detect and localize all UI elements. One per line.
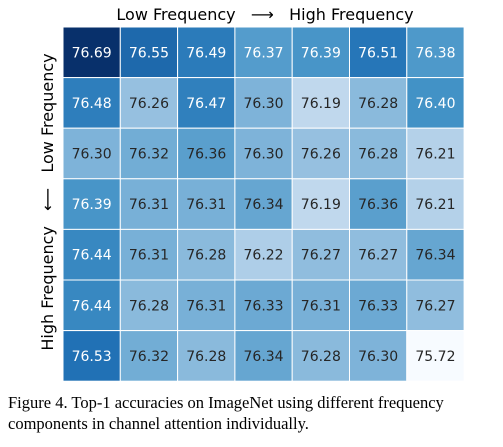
x-axis-label: Low Frequency ⟶ High Frequency: [116, 5, 413, 24]
figure-caption: Figure 4. Top-1 accuracies on ImageNet u…: [8, 393, 444, 433]
cell-value-label: 76.69: [72, 45, 112, 61]
cell-value-label: 76.21: [415, 147, 455, 163]
heatmap-cell: [234, 178, 293, 230]
heatmap-cell: [119, 178, 179, 230]
cell-value-label: 76.28: [186, 349, 226, 365]
heatmap-cell: [406, 127, 465, 180]
cell-value-label: 76.40: [415, 96, 455, 112]
heatmap-cell: [62, 228, 121, 281]
y-axis-label: High Frequency ⟵ Low Frequency: [38, 53, 57, 350]
cell-value-label: 76.28: [186, 248, 226, 264]
cell-value-label: 76.30: [72, 147, 112, 163]
cell-value-label: 76.19: [301, 96, 341, 112]
heatmap-cell: [177, 77, 236, 129]
heatmap-cell: [349, 26, 408, 79]
heatmap-cell: [406, 330, 465, 382]
heatmap-cell: [406, 178, 465, 230]
cell-value-label: 76.49: [186, 45, 226, 61]
cell-value-label: 76.31: [301, 298, 341, 314]
heatmap-cell: [119, 279, 179, 332]
cell-value-label: 76.30: [244, 96, 284, 112]
cell-value-label: 76.28: [358, 147, 398, 163]
cell-value-label: 76.26: [301, 147, 341, 163]
cell-value-label: 76.27: [415, 298, 455, 314]
cell-value-label: 76.34: [244, 197, 284, 213]
cell-value-label: 76.28: [358, 96, 398, 112]
heatmap-cell: [177, 127, 236, 180]
cell-value-label: 76.31: [129, 197, 169, 213]
heatmap-cell: [62, 178, 121, 230]
cell-value-label: 76.34: [244, 349, 284, 365]
cell-value-label: 76.44: [72, 248, 112, 264]
cell-value-label: 76.32: [129, 147, 169, 163]
cell-value-label: 76.28: [301, 349, 341, 365]
cell-value-label: 76.48: [72, 96, 112, 112]
cell-value-label: 76.33: [244, 298, 284, 314]
heatmap-cell: [291, 330, 351, 382]
cell-value-label: 76.31: [186, 197, 226, 213]
cell-value-label: 76.51: [358, 45, 398, 61]
heatmap-chart: Low Frequency ⟶ High Frequency High Freq…: [38, 5, 465, 382]
cell-value-label: 76.27: [358, 248, 398, 264]
heatmap-cell: [62, 26, 121, 79]
cell-value-label: 76.53: [72, 349, 112, 365]
heatmap-cell: [177, 330, 236, 382]
cell-value-label: 76.33: [358, 298, 398, 314]
cell-value-label: 76.32: [129, 349, 169, 365]
cell-value-label: 76.31: [129, 248, 169, 264]
cell-value-label: 76.44: [72, 298, 112, 314]
cell-value-label: 76.39: [301, 45, 341, 61]
heatmap-cell: [349, 330, 408, 382]
heatmap-cell: [234, 279, 293, 332]
cell-value-label: 76.34: [415, 248, 455, 264]
heatmap-value-labels: 76.69 76.55 76.49 76.37 76.39 76.51 76.38 76.48…: [72, 45, 456, 365]
heatmap-cell: [119, 26, 179, 79]
cell-value-label: 76.37: [244, 45, 284, 61]
heatmap-cell: [291, 77, 351, 129]
cell-value-label: 76.39: [72, 197, 112, 213]
heatmap-cell: [119, 127, 179, 180]
heatmap-cell: [62, 77, 121, 129]
heatmap-cell: [177, 228, 236, 281]
heatmap-cell: [349, 127, 408, 180]
heatmap-cells: [62, 26, 465, 382]
cell-value-label: 76.19: [301, 197, 341, 213]
cell-value-label: 76.31: [186, 298, 226, 314]
cell-value-label: 76.27: [301, 248, 341, 264]
cell-value-label: 76.22: [244, 248, 284, 264]
cell-value-label: 76.38: [415, 45, 455, 61]
cell-value-label: 76.36: [358, 197, 398, 213]
cell-value-label: 76.21: [415, 197, 455, 213]
heatmap-cell: [234, 127, 293, 180]
heatmap-cell: [234, 330, 293, 382]
cell-value-label: 76.47: [186, 96, 226, 112]
cell-value-label: 76.36: [186, 147, 226, 163]
heatmap-cell: [406, 279, 465, 332]
cell-value-label: 75.72: [415, 349, 455, 365]
cell-value-label: 76.30: [244, 147, 284, 163]
cell-value-label: 76.30: [358, 349, 398, 365]
heatmap-cell: [406, 77, 465, 129]
heatmap-cell: [349, 178, 408, 230]
heatmap-cell: [177, 26, 236, 79]
heatmap-cell: [62, 330, 121, 382]
cell-value-label: 76.55: [129, 45, 169, 61]
heatmap-cell: [62, 279, 121, 332]
heatmap-cell: [291, 279, 351, 332]
cell-value-label: 76.26: [129, 96, 169, 112]
heatmap-cell: [291, 127, 351, 180]
cell-value-label: 76.28: [129, 298, 169, 314]
